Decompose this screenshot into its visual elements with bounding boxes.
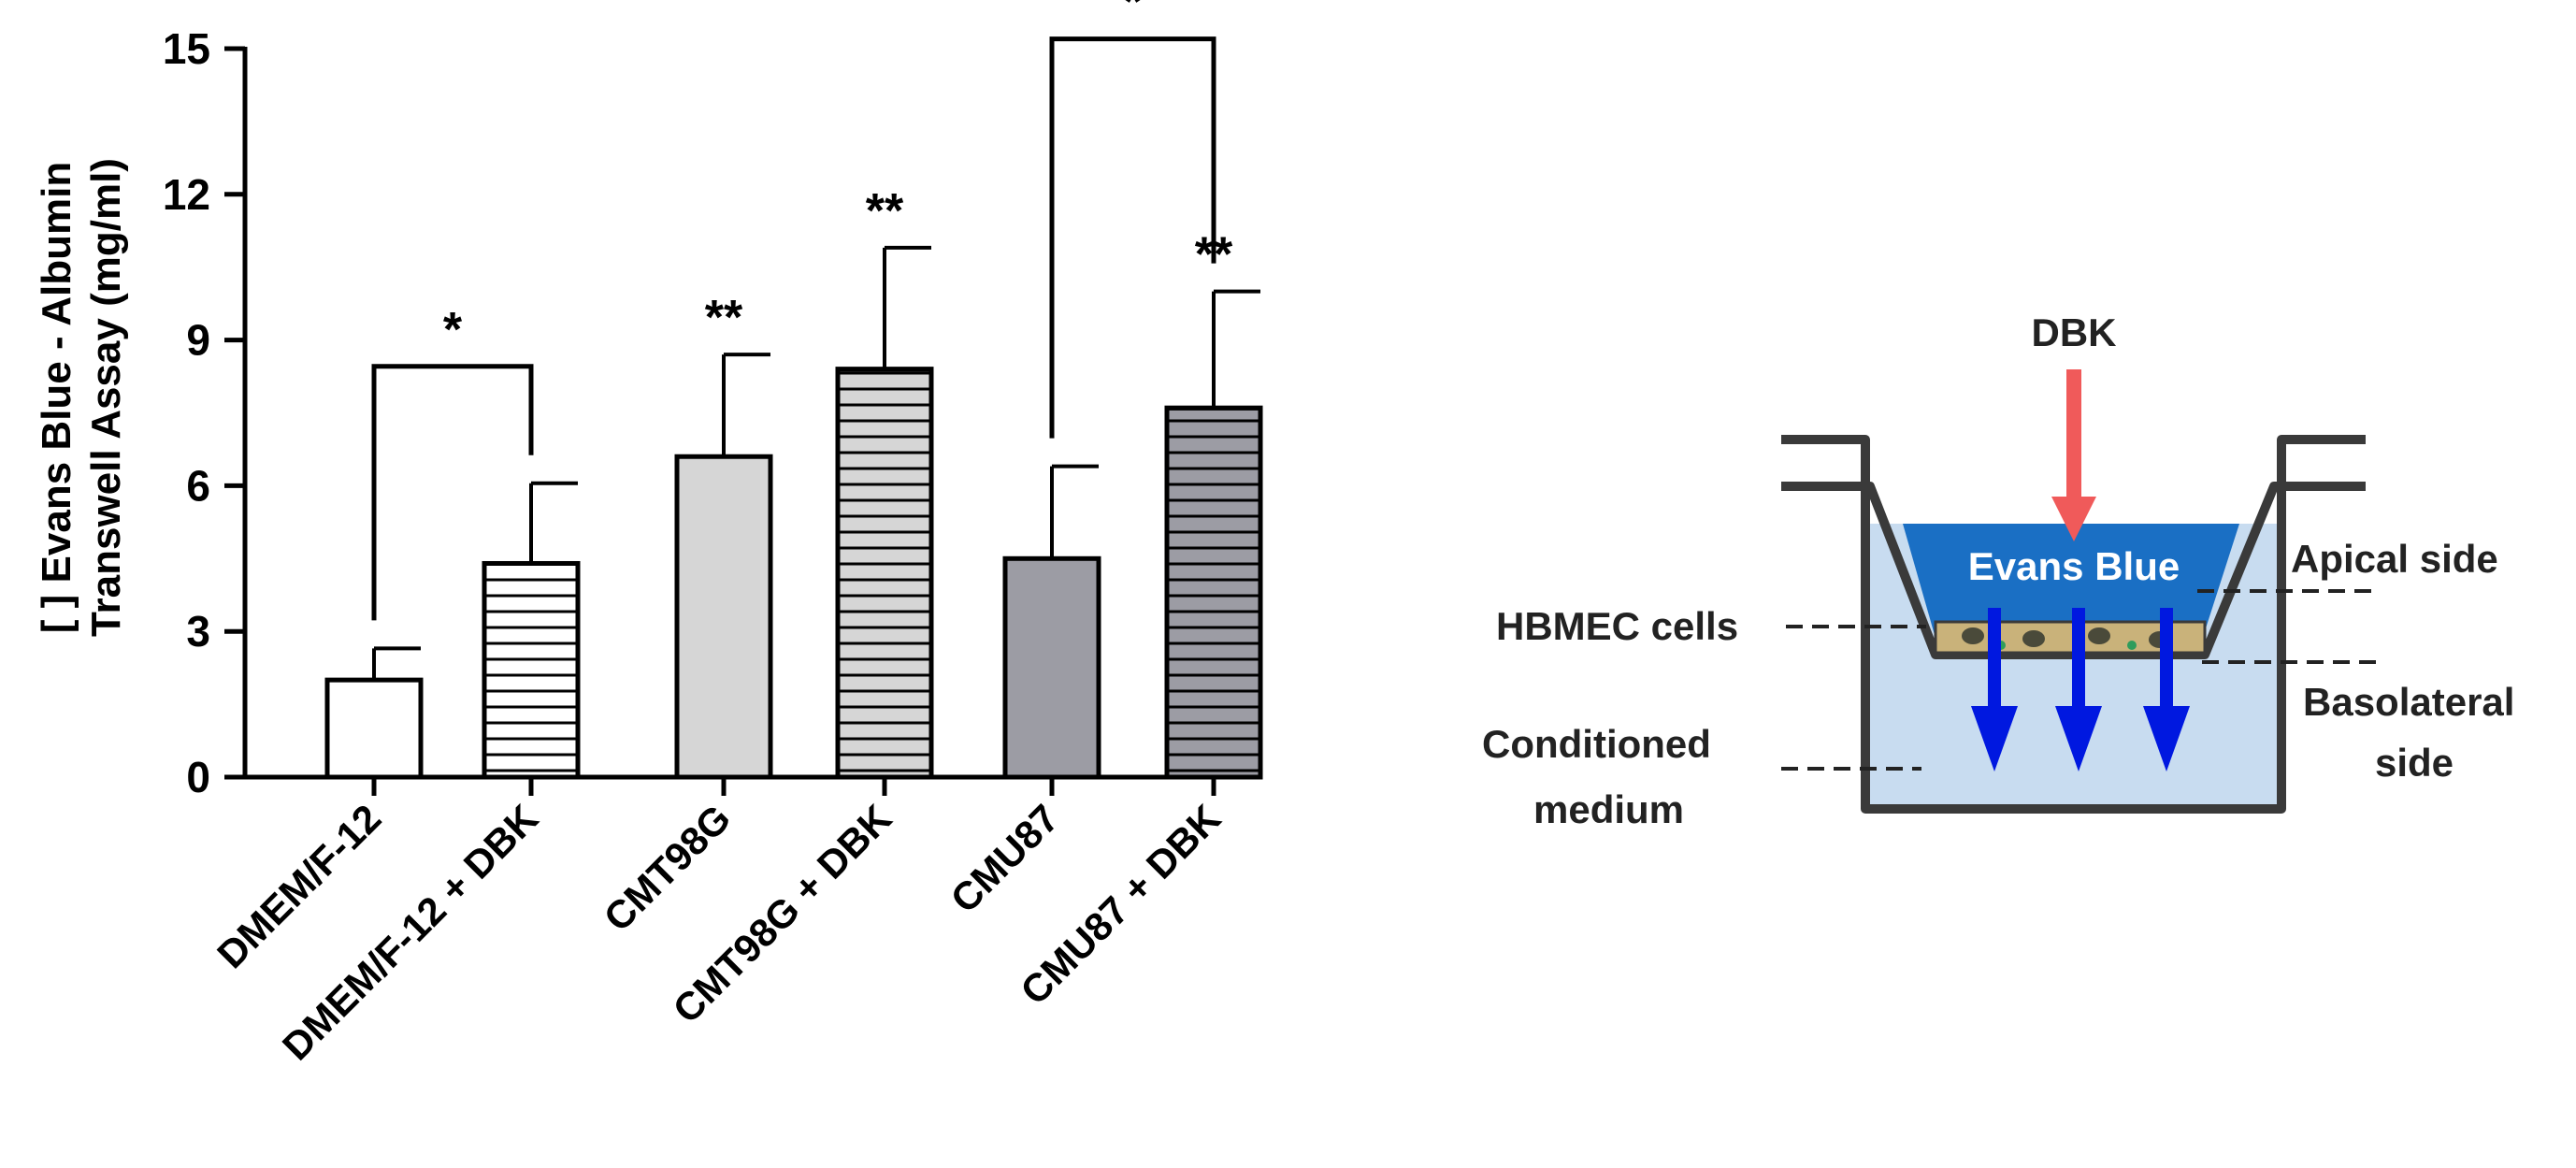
bar-hatch: [1164, 405, 1263, 780]
bar-hatch: [835, 367, 934, 780]
outer-well: [1781, 435, 2366, 814]
transport-arrows: [1971, 608, 2190, 771]
conditioned-medium-label-line1: Conditioned: [1482, 722, 1711, 766]
transwell-diagram: DBK Evans Blue Apical side HBMEC cells: [1482, 310, 2514, 831]
hbmec-cells-label: HBMEC cells: [1496, 604, 1738, 648]
y-tick-label: 6: [186, 461, 210, 510]
bar: [674, 454, 773, 780]
bar-hatch: [482, 560, 581, 780]
dbk-label: DBK: [2032, 310, 2117, 354]
y-tick-label: 0: [186, 753, 210, 801]
y-tick-label: 12: [163, 170, 210, 219]
apical-side-label: Apical side: [2291, 537, 2498, 581]
bar: [1002, 555, 1101, 780]
bars: [324, 245, 1263, 780]
transport-arrow: [2055, 608, 2102, 771]
conditioned-medium-label-line2: medium: [1533, 787, 1684, 831]
bracket-label: *: [443, 303, 463, 357]
basolateral-label-line1: Basolateral: [2303, 680, 2514, 724]
significance-bracket: *: [1049, 0, 1216, 439]
insert-well: [1781, 482, 2366, 659]
significance-marks: ********: [371, 0, 1233, 621]
x-tick-label: CMU87: [942, 796, 1067, 921]
transport-arrow: [1971, 608, 2018, 771]
bracket-line: [371, 364, 534, 621]
y-tick-label: 9: [186, 316, 210, 365]
y-axis-title: [ ] Evans Blue - Albumin Transwell Assay…: [34, 158, 129, 637]
significance-mark: **: [705, 291, 743, 345]
bar-chart: [ ] Evans Blue - Albumin Transwell Assay…: [34, 0, 1263, 1069]
y-axis-ticks: 0 3 6 9 12 15: [163, 24, 245, 801]
bracket-line: [1049, 36, 1216, 439]
y-tick-label: 3: [186, 607, 210, 656]
y-axis-title-line2: Transwell Assay (mg/ml): [83, 158, 129, 637]
basolateral-label-line2: side: [2375, 741, 2454, 785]
leader-lines: [1781, 589, 2380, 771]
transport-arrow: [2143, 608, 2190, 771]
significance-bracket: *: [371, 303, 534, 621]
y-axis-title-line1: [ ] Evans Blue - Albumin: [34, 162, 79, 633]
bracket-label: *: [1123, 0, 1143, 30]
evans-blue-label: Evans Blue: [1968, 544, 2180, 588]
x-tick-label: CMT98G: [596, 796, 740, 940]
x-tick-label: DMEM/F-12 + DBK: [274, 796, 546, 1068]
y-tick-label: 15: [163, 24, 210, 73]
significance-mark: **: [866, 184, 904, 238]
bar: [324, 677, 424, 780]
